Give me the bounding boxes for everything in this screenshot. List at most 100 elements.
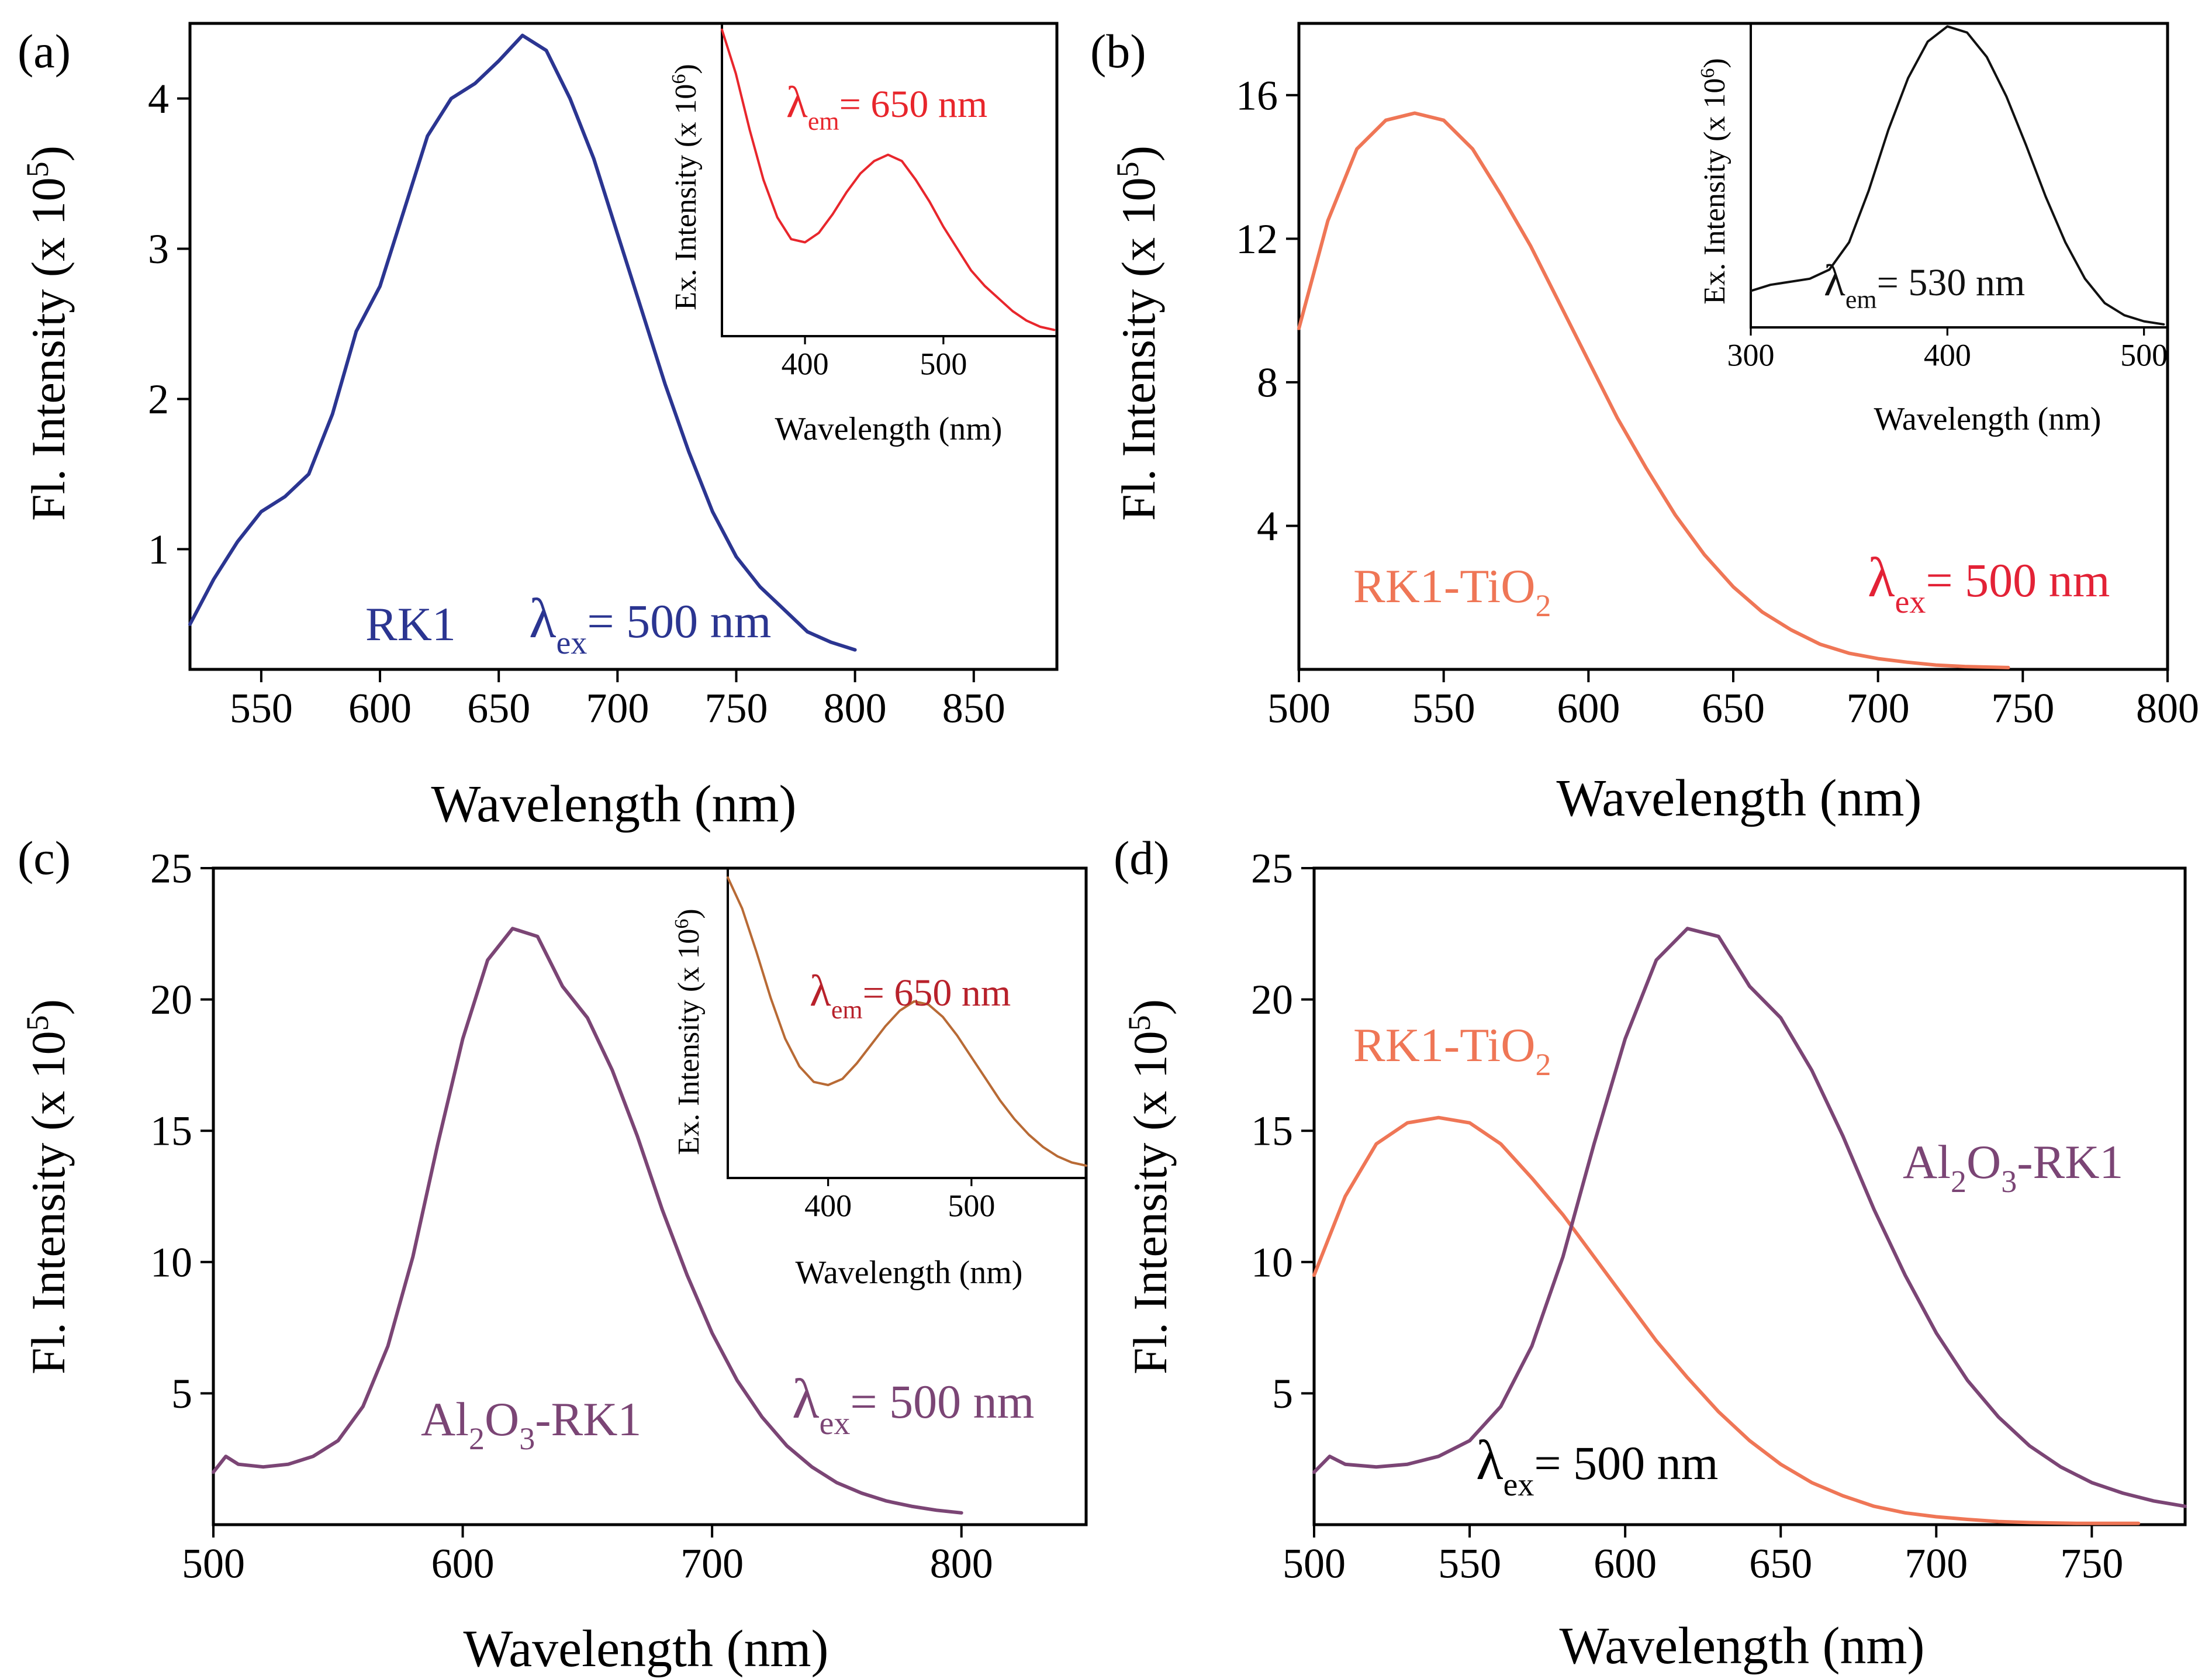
y-tick-label: 4 <box>148 75 169 122</box>
x-axis-label: Wavelength (nm) <box>463 1620 828 1678</box>
excitation-label: λex= 500 nm <box>1868 546 2110 620</box>
inset: Ex. Intensity (x 106) 300 400 500 Waveleng… <box>1697 22 2169 437</box>
sample-label: RK1-TiO2 <box>1353 559 1551 623</box>
x-tick-label: 600 <box>348 685 412 731</box>
x-tick-label: 550 <box>230 685 293 731</box>
panel-b: (b) Fl. Intensity (x 105) 500 550 600 650 70… <box>1090 22 2199 827</box>
lambda-symbol: λ <box>529 587 557 650</box>
x-tick-label: 400 <box>1924 337 1971 372</box>
panel-label: (d) <box>1114 831 1170 885</box>
x-tick-label: 500 <box>182 1540 245 1587</box>
x-tick-label: 400 <box>804 1188 852 1223</box>
inset-emission-label: λem= 650 nm <box>810 966 1011 1024</box>
inset-plot-area: 400 500 <box>721 22 1058 381</box>
x-tick-label: 550 <box>1412 685 1475 731</box>
y-axis-label: Fl. Intensity (x 105) <box>20 146 75 521</box>
series-line-excitation <box>721 28 1056 331</box>
plot-area: 500 550 600 650 700 750 800 4 8 12 16 <box>1236 22 2199 731</box>
y-tick-label: 3 <box>148 226 169 272</box>
y-tick-label: 25 <box>1251 845 1293 892</box>
y-tick-label: 16 <box>1236 72 1278 119</box>
y-axis-label: Fl. Intensity (x 105) <box>1122 999 1177 1374</box>
inset-x-axis-label: Wavelength (nm) <box>1874 401 2102 437</box>
x-tick-label: 750 <box>2060 1540 2123 1587</box>
inset-y-axis-label: Ex. Intensity (x 106) <box>668 64 703 310</box>
x-tick-label: 550 <box>1438 1540 1501 1587</box>
x-tick-label: 600 <box>431 1540 495 1587</box>
x-tick-label: 700 <box>680 1540 744 1587</box>
x-tick-label: 500 <box>1283 1540 1346 1587</box>
y-tick-label: 20 <box>1251 976 1293 1023</box>
series-line-excitation <box>1750 25 2165 326</box>
plot-frame <box>212 866 1088 1526</box>
y-axis-label: Fl. Intensity (x 105) <box>20 999 75 1374</box>
series-line-rk1 <box>188 33 857 652</box>
inset-x-axis-label: Wavelength (nm) <box>775 411 1003 447</box>
plot-area: 550 600 650 700 750 800 850 1 2 3 4 <box>148 22 1059 731</box>
y-tick-label: 4 <box>1257 503 1278 550</box>
plot-frame <box>188 22 1059 671</box>
x-tick-label: 750 <box>704 685 768 731</box>
x-tick-label: 500 <box>948 1188 995 1223</box>
inset-plot-area: 300 400 500 <box>1727 22 2169 372</box>
y-tick-label: 25 <box>150 845 192 892</box>
x-axis-label: Wavelength (nm) <box>431 775 796 833</box>
series-line-rk1-tio2 <box>1312 1115 2141 1525</box>
y-tick-label: 15 <box>150 1108 192 1155</box>
inset-y-axis-label: Ex. Intensity (x 106) <box>1697 58 1731 304</box>
x-tick-label: 650 <box>1702 685 1765 731</box>
x-tick-label: 400 <box>782 346 829 381</box>
plot-area: 500 550 600 650 700 750 5 10 15 20 25 <box>1251 845 2187 1587</box>
plot-frame <box>1312 866 2187 1526</box>
inset-emission-label: λem= 530 nm <box>1824 256 2025 314</box>
plot-area: 500 600 700 800 5 10 15 20 25 <box>150 845 1088 1587</box>
series-line-al2o3-rk1 <box>212 927 963 1515</box>
sample-label-tio2: RK1-TiO2 <box>1353 1018 1551 1082</box>
y-tick-label: 20 <box>150 976 192 1023</box>
panel-a: (a) Fl. Intensity (x 105) 550 600 650 700 75… <box>18 22 1059 833</box>
x-axis-label: Wavelength (nm) <box>1556 769 1921 827</box>
plot-frame <box>1750 22 2169 329</box>
x-tick-label: 800 <box>824 685 887 731</box>
x-tick-label: 500 <box>920 346 967 381</box>
panel-d: (d) Fl. Intensity (x 105) 500 550 600 650 70… <box>1114 831 2187 1675</box>
y-tick-label: 10 <box>150 1239 192 1286</box>
x-tick-label: 800 <box>930 1540 993 1587</box>
inset: Ex. Intensity (x 106) 400 500 Wavelength … <box>671 867 1087 1291</box>
inset-y-axis-label: Ex. Intensity (x 106) <box>671 908 706 1155</box>
excitation-label: λex= 500 nm <box>529 587 771 661</box>
inset-emission-label: λem= 650 nm <box>786 78 987 136</box>
x-tick-label: 850 <box>942 685 1005 731</box>
x-tick-label: 700 <box>1905 1540 1968 1587</box>
x-axis-label: Wavelength (nm) <box>1559 1617 1924 1675</box>
excitation-label: λex= 500 nm <box>792 1367 1034 1442</box>
sample-label: RK1 <box>365 597 456 651</box>
x-tick-label: 650 <box>467 685 530 731</box>
inset-x-axis-label: Wavelength (nm) <box>796 1255 1023 1291</box>
lambda-value: = 500 nm <box>587 595 771 648</box>
x-tick-label: 500 <box>1267 685 1330 731</box>
lambda-subscript: ex <box>557 625 587 661</box>
y-tick-label: 5 <box>1272 1370 1293 1417</box>
plot-frame <box>727 867 1087 1179</box>
x-tick-label: 600 <box>1594 1540 1657 1587</box>
y-tick-label: 8 <box>1257 359 1278 406</box>
x-tick-label: 700 <box>1847 685 1910 731</box>
inset-plot-area: 400 500 <box>727 867 1087 1223</box>
x-tick-label: 700 <box>586 685 649 731</box>
x-tick-label: 300 <box>1727 337 1775 372</box>
series-line-al2o3-rk1 <box>1312 927 2187 1508</box>
plot-frame <box>721 22 1058 337</box>
panel-label: (c) <box>18 831 71 885</box>
y-tick-label: 12 <box>1236 216 1278 262</box>
x-tick-label: 600 <box>1557 685 1620 731</box>
series-line-excitation <box>727 876 1087 1167</box>
x-tick-label: 500 <box>2120 337 2168 372</box>
sample-label-al2o3: Al2O3-RK1 <box>1903 1135 2123 1199</box>
inset: Ex. Intensity (x 106) 400 500 Wavelength … <box>668 22 1058 447</box>
panel-c: (c) Fl. Intensity (x 105) 500 600 700 800 5 1… <box>18 831 1088 1678</box>
excitation-label: λex= 500 nm <box>1476 1429 1718 1503</box>
x-tick-label: 750 <box>1991 685 2054 731</box>
y-tick-label: 15 <box>1251 1108 1293 1155</box>
